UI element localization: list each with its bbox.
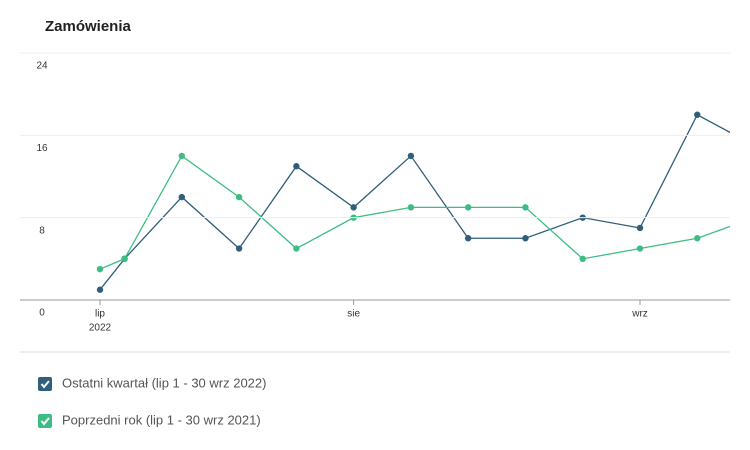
- data-point: [235, 245, 243, 252]
- legend-label: Ostatni kwartał (lip 1 - 30 wrz 2022): [62, 375, 266, 390]
- y-tick-label: 8: [39, 225, 45, 236]
- x-year-label: 2022: [89, 323, 112, 334]
- data-point: [636, 245, 644, 252]
- legend-label: Poprzedni rok (lip 1 - 30 wrz 2021): [62, 412, 261, 427]
- data-point: [694, 111, 701, 118]
- legend-checkbox[interactable]: [38, 377, 52, 391]
- x-tick-label: sie: [347, 309, 360, 320]
- data-point: [350, 204, 357, 211]
- plot-area: [96, 111, 730, 293]
- data-point: [636, 224, 644, 232]
- chart-title: Zamówienia: [45, 18, 132, 35]
- data-point: [464, 235, 472, 242]
- x-tick-label: lip: [95, 309, 105, 320]
- data-point: [96, 286, 104, 293]
- data-point: [522, 204, 529, 211]
- data-point: [178, 193, 186, 201]
- legend-checkbox[interactable]: [38, 414, 52, 428]
- data-point: [121, 255, 128, 263]
- legend-check: [40, 380, 50, 389]
- series-line: [99, 154, 730, 270]
- y-tick-label: 0: [39, 308, 45, 319]
- data-point: [464, 204, 472, 211]
- data-point: [522, 235, 529, 242]
- y-tick-label: 16: [36, 143, 48, 154]
- data-point: [235, 193, 243, 201]
- legend-check: [40, 417, 50, 426]
- data-point: [407, 152, 415, 160]
- data-point: [293, 245, 300, 252]
- y-tick-label: 24: [36, 61, 48, 72]
- data-point: [96, 265, 104, 273]
- x-tick-label: wrz: [631, 309, 648, 320]
- data-point: [178, 152, 186, 160]
- series-line: [99, 113, 730, 291]
- data-point: [579, 255, 586, 263]
- data-point: [293, 163, 300, 170]
- data-point: [694, 235, 701, 242]
- data-point: [407, 204, 415, 211]
